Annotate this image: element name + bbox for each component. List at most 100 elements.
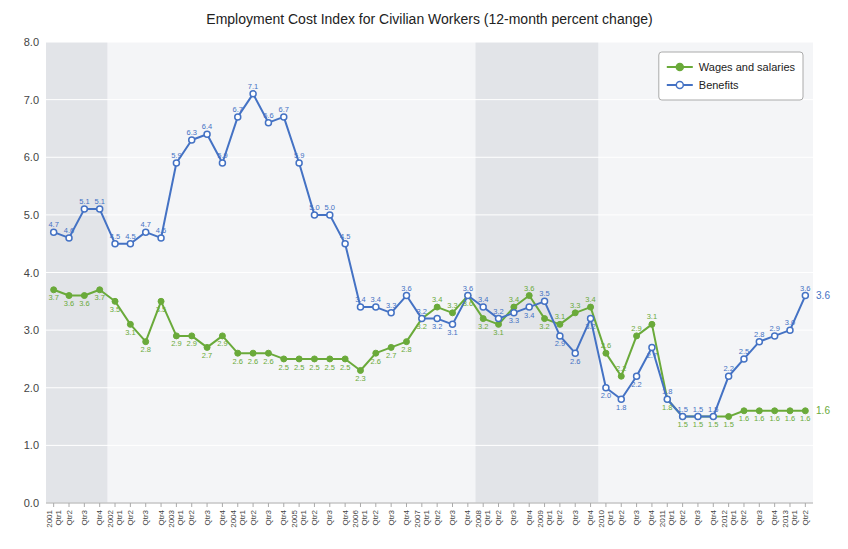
series-marker bbox=[250, 91, 256, 97]
data-label: 3.2 bbox=[539, 322, 549, 331]
grid-line bbox=[46, 272, 813, 273]
series-marker bbox=[342, 356, 348, 362]
x-tick bbox=[559, 503, 560, 507]
series-line bbox=[54, 94, 806, 417]
data-label: 3.2 bbox=[478, 322, 488, 331]
x-tick-label: Qtr2 bbox=[555, 509, 564, 525]
x-tick-label-group: Qtr2 bbox=[617, 509, 626, 525]
x-tick-label: Qtr2 bbox=[801, 509, 810, 525]
x-tick-label-group: Qtr2 bbox=[310, 509, 319, 525]
data-label: 3.6 bbox=[79, 299, 89, 308]
series-marker bbox=[265, 120, 271, 126]
data-label: 1.6 bbox=[800, 414, 810, 423]
x-tick-label-group: Qtr3 bbox=[571, 509, 580, 525]
data-label: 1.5 bbox=[677, 420, 687, 429]
series-marker bbox=[403, 339, 409, 345]
data-label: 3.6 bbox=[463, 299, 473, 308]
series-marker bbox=[219, 333, 225, 339]
data-label: 1.6 bbox=[785, 414, 795, 423]
x-tick bbox=[176, 503, 177, 507]
x-tick-label: 2005Qtr1 bbox=[290, 509, 308, 527]
y-tick-label: 7.0 bbox=[24, 94, 39, 106]
x-tick-label-group: Qtr4 bbox=[157, 509, 166, 525]
x-tick-label-group: Qtr2 bbox=[678, 509, 687, 525]
legend-marker bbox=[676, 82, 683, 89]
x-tick-label: Qtr3 bbox=[80, 509, 89, 525]
data-label: 3.2 bbox=[417, 307, 427, 316]
x-tick-label-group: Qtr3 bbox=[80, 509, 89, 525]
x-tick-label-line: Qtr1 bbox=[545, 509, 554, 525]
x-tick-label-line: 2004 bbox=[229, 509, 238, 527]
series-marker bbox=[480, 304, 486, 310]
data-label: 1.5 bbox=[693, 405, 703, 414]
x-tick-label: 2012Qtr1 bbox=[720, 509, 738, 527]
end-labels: 1.63.6 bbox=[816, 290, 830, 416]
data-label: 3.2 bbox=[585, 322, 595, 331]
x-tick bbox=[145, 503, 146, 507]
x-tick-label-line: Qtr2 bbox=[187, 509, 196, 525]
x-tick-label-line: Qtr4 bbox=[218, 509, 227, 525]
data-label: 2.9 bbox=[217, 339, 227, 348]
x-tick-label-line: Qtr1 bbox=[667, 509, 676, 525]
x-tick-label: Qtr3 bbox=[387, 509, 396, 525]
series-marker bbox=[143, 339, 149, 345]
x-tick-label-line: Qtr4 bbox=[341, 509, 350, 525]
data-label: 3.3 bbox=[386, 301, 396, 310]
x-tick-label-group: Qtr4 bbox=[586, 509, 595, 525]
series-line bbox=[54, 290, 806, 417]
x-tick-label-group: 2005Qtr1 bbox=[290, 509, 308, 527]
x-tick-label: 2004Qtr1 bbox=[229, 509, 247, 527]
x-tick-label: Qtr4 bbox=[463, 509, 472, 525]
series-marker bbox=[173, 333, 179, 339]
x-tick-label-line: Qtr2 bbox=[617, 509, 626, 525]
x-tick-label-line: Qtr4 bbox=[709, 509, 718, 525]
data-label: 3.7 bbox=[48, 293, 58, 302]
data-label: 2.7 bbox=[386, 351, 396, 360]
x-tick-label-line: Qtr2 bbox=[65, 509, 74, 525]
x-tick-label-group: Qtr3 bbox=[632, 509, 641, 525]
x-tick-label-line: Qtr3 bbox=[141, 509, 150, 525]
series-marker bbox=[112, 241, 118, 247]
x-tick-label-group: 2004Qtr1 bbox=[229, 509, 247, 527]
x-tick-label-group: 2008Qtr1 bbox=[474, 509, 492, 527]
x-tick-label-group: 2007Qtr1 bbox=[413, 509, 431, 527]
x-tick-label: Qtr4 bbox=[770, 509, 779, 525]
data-label: 3.4 bbox=[585, 295, 595, 304]
chart: 0.01.02.03.04.05.06.07.08.02001Qtr1Qtr2Q… bbox=[0, 0, 848, 549]
series bbox=[51, 287, 809, 420]
data-label: 3.4 bbox=[355, 295, 365, 304]
x-tick-label-group: Qtr3 bbox=[448, 509, 457, 525]
data-label: 7.1 bbox=[248, 82, 258, 91]
x-tick bbox=[498, 503, 499, 507]
x-tick-label-group: Qtr2 bbox=[65, 509, 74, 525]
series-marker bbox=[127, 241, 133, 247]
x-tick-label: Qtr4 bbox=[647, 509, 656, 525]
x-tick-label-line: 2008 bbox=[474, 509, 483, 527]
data-label: 3.3 bbox=[447, 301, 457, 310]
series-marker bbox=[281, 114, 287, 120]
x-tick-label-line: 2005 bbox=[290, 509, 299, 527]
series-marker bbox=[158, 298, 164, 304]
x-tick-label: Qtr2 bbox=[494, 509, 503, 525]
data-label: 3.1 bbox=[125, 328, 135, 337]
series-marker bbox=[235, 114, 241, 120]
x-tick bbox=[513, 503, 514, 507]
series-marker bbox=[741, 408, 747, 414]
data-label: 3.5 bbox=[156, 305, 166, 314]
x-tick-label: Qtr2 bbox=[739, 509, 748, 525]
series-marker bbox=[710, 414, 716, 420]
x-tick bbox=[375, 503, 376, 507]
series-marker bbox=[450, 310, 456, 316]
series-marker bbox=[388, 310, 394, 316]
data-label: 2.5 bbox=[340, 363, 350, 372]
x-tick-label: Qtr4 bbox=[95, 509, 104, 525]
series-marker bbox=[496, 316, 502, 322]
x-tick-label: 2009Qtr1 bbox=[536, 509, 554, 527]
y-tick-label: 2.0 bbox=[24, 382, 39, 394]
data-label: 5.9 bbox=[171, 151, 181, 160]
x-tick-label: Qtr4 bbox=[341, 509, 350, 525]
series-marker bbox=[588, 304, 594, 310]
data-label: 1.5 bbox=[723, 420, 733, 429]
data-label: 3.4 bbox=[524, 311, 534, 320]
series-marker bbox=[695, 414, 701, 420]
